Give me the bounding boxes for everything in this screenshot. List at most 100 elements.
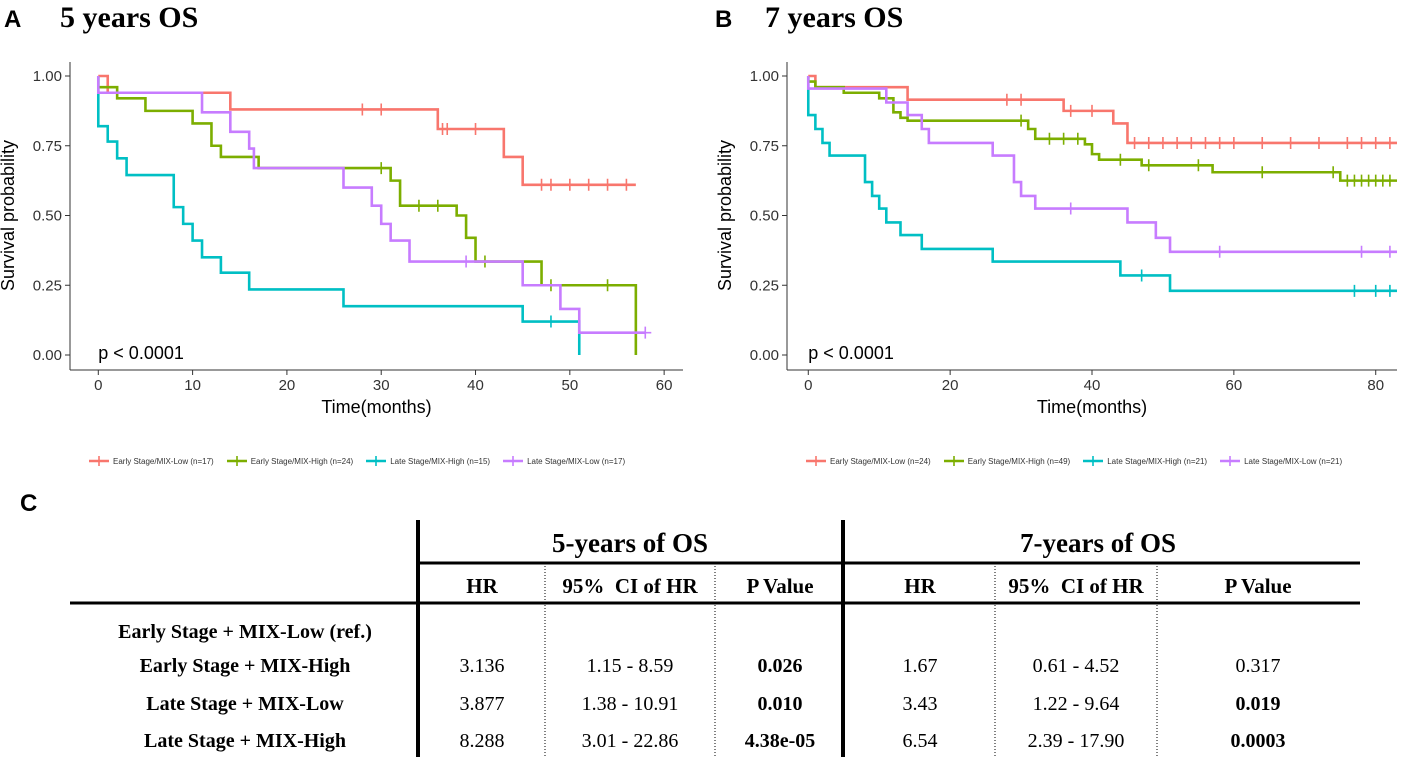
censor-mark [582,178,595,191]
y-tick-label: 0.00 [750,347,779,364]
censor-mark [356,103,369,116]
censor-mark [1192,159,1205,172]
censor-mark [544,178,557,191]
x-tick-label: 60 [1226,377,1243,394]
survival-curve-early-stage-mix-low-n-24 [808,74,1397,145]
cell-hr5: 8.288 [460,730,505,752]
col-ci-7y: 95% CI of HR [1008,574,1144,598]
table-row: Early Stage + MIX-Low (ref.) [118,621,372,643]
x-tick-label: 0 [94,377,102,394]
censor-mark [1064,104,1077,117]
censor-mark [1043,132,1056,145]
censor-mark [460,255,473,268]
legend-swatch [503,456,524,466]
x-tick-label: 50 [561,377,578,394]
cell-hr5: 3.136 [460,655,505,677]
censor-mark [1284,136,1297,149]
legend-item: Early Stage/MIX-Low (n=24) [805,455,931,467]
y-tick-label: 0.00 [33,347,62,364]
y-tick-label: 0.50 [33,208,62,225]
censor-mark [563,178,576,191]
km-plot-7-years: 0.00 0.25 0.50 0.75 1.00 0 20 40 60 80 Time(months… [715,62,1397,417]
x-tick-label: 0 [804,377,812,394]
censor-mark [1171,136,1184,149]
p-value-annotation: p < 0.0001 [808,343,894,363]
censor-mark [1213,245,1226,258]
cell-p7: 0.019 [1236,693,1281,715]
censor-mark [1383,245,1396,258]
col-ci-5y: 95% CI of HR [562,574,698,598]
legend-swatch [943,456,964,466]
cell-hr7: 6.54 [903,730,938,752]
x-tick-label: 80 [1367,377,1384,394]
legend-swatch [806,456,826,466]
censor-mark [639,326,652,339]
survival-curve-early-stage-mix-high-n-24 [96,76,638,355]
legend-7-years: Early Stage/MIX-Low (n=24) Early Stage/MI… [805,454,1354,468]
cell-ci7: 2.39 - 17.90 [1028,730,1125,752]
legend-label: Early Stage/MIX-High (n=49) [967,456,1071,466]
censor-mark [431,199,444,212]
x-tick-label: 40 [467,377,484,394]
censor-mark [1355,245,1368,258]
panel-a-title: 5 years OS [60,1,198,34]
censor-mark [1369,136,1382,149]
censor-mark [1256,136,1269,149]
legend-label: Early Stage/MIX-Low (n=24) [830,456,931,466]
censor-mark [1057,132,1070,145]
x-tick-label: 30 [373,377,390,394]
censor-mark [1227,136,1240,149]
legend-item: Late Stage/MIX-High (n=15) [365,455,490,467]
legend-label: Early Stage/MIX-Low (n=17) [113,456,214,466]
cell-hr7: 1.67 [903,655,938,677]
survival-curve-late-stage-mix-low-n-21 [806,76,1397,254]
survival-curve-early-stage-mix-low-n-17 [98,74,636,187]
col-p-7y: P Value [1224,574,1291,598]
legend-swatch [89,456,109,466]
x-tick-label: 10 [184,377,201,394]
legend-item: Early Stage/MIX-Low (n=17) [88,455,214,467]
cell-p7: 0.0003 [1231,730,1286,752]
censor-mark [1142,136,1155,149]
legend-item: Late Stage/MIX-Low (n=21) [1219,455,1342,467]
legend-label: Early Stage/MIX-High (n=24) [250,456,354,466]
y-tick-label: 0.25 [33,277,62,294]
cell-p5: 0.010 [758,693,803,715]
legend-swatch [366,456,387,466]
censor-mark [1327,166,1340,179]
censor-mark [601,279,614,292]
censor-mark [1383,284,1396,297]
censor-mark [1156,136,1169,149]
legend-label: Late Stage/MIX-Low (n=21) [1244,456,1343,466]
censor-mark [620,178,633,191]
censor-mark [1015,114,1028,127]
censor-mark [1383,174,1396,187]
table-row: Early Stage + MIX-High 3.136 1.15 - 8.59 0.… [140,655,1281,677]
col-p-5y: P Value [746,574,813,598]
censor-mark [469,123,482,136]
y-axis-label: Survival probability [0,140,18,291]
censor-mark [1312,136,1325,149]
cell-ci5: 1.15 - 8.59 [587,655,674,677]
row-label: Late Stage + MIX-High [144,730,346,752]
cell-ci5: 3.01 - 22.86 [582,730,679,752]
censor-mark [1114,153,1127,166]
censor-mark [1015,93,1028,106]
y-tick-label: 1.00 [33,68,62,85]
legend-5-years: Early Stage/MIX-Low (n=17) Early Stage/MI… [88,454,637,468]
row-label: Late Stage + MIX-Low [146,693,344,715]
legend-item: Early Stage/MIX-High (n=24) [226,455,354,467]
legend-item: Early Stage/MIX-High (n=49) [943,455,1071,467]
km-plots: A 5 years OS B 7 years OS 0.000.250.500.… [0,1,1397,417]
censor-mark [1135,269,1148,282]
censor-mark [1064,202,1077,215]
col-hr-5y: HR [466,574,498,598]
x-tick-label: 20 [279,377,296,394]
censor-mark [1199,136,1212,149]
censor-mark [412,199,425,212]
censor-mark [375,162,388,175]
censor-mark [375,103,388,116]
x-tick-label: 60 [656,377,673,394]
censor-mark [1128,136,1141,149]
x-axis-label: Time(months) [321,397,431,417]
